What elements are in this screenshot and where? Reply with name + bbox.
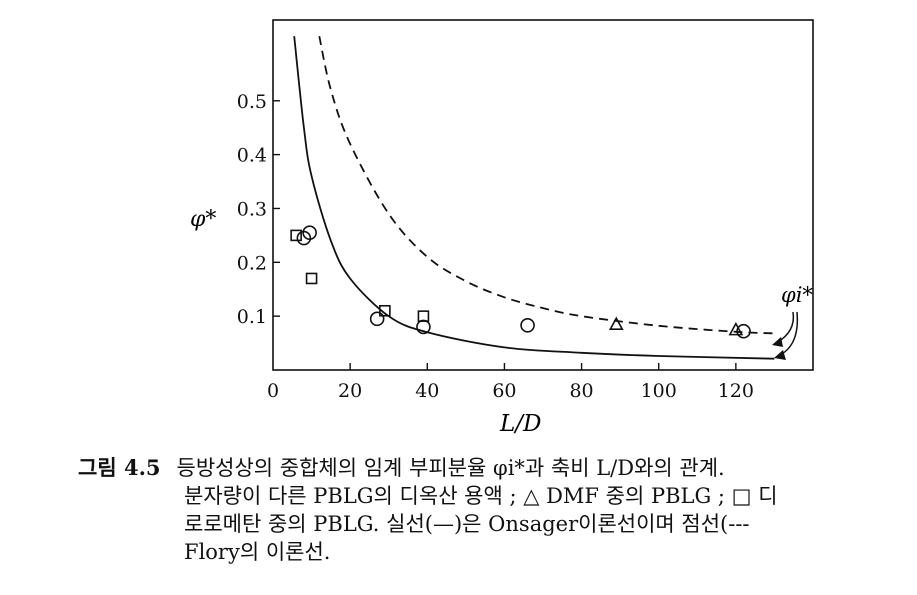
triangle-marker [728,321,744,336]
square-marker [379,304,391,317]
triangle-marker [608,316,624,331]
x-tick-label: 0 [267,380,279,402]
x-axis-label: L/D [499,411,541,437]
caption-line-2: 분자량이 다른 PBLG의 디옥산 용액 ; △ DMF 중의 PBLG ; □… [184,484,778,508]
square-marker [305,272,318,285]
y-tick-label: 0.2 [237,252,267,274]
y-axis-label: φ* [190,207,216,232]
circle-marker [416,319,431,335]
caption-text-1: 등방성상의 중합체의 임계 부피분율 φi*과 축비 L/D와의 관계. [176,456,725,480]
x-tick-label: 40 [415,380,439,402]
x-tick-label: 60 [492,380,516,402]
circle-marker [520,318,535,333]
x-tick-label: 80 [569,380,593,402]
arrowhead-dashed [772,337,783,347]
arrow-to-dashed-curve [775,311,795,344]
annotation-arrows [772,311,799,360]
caption-line-3: 로로메탄 중의 PBLG. 실선(—)은 Onsager이론선이며 점선(--- [184,512,750,536]
arrowhead-solid [774,350,786,360]
x-tick-label: 20 [338,380,362,402]
theory-curves [293,36,775,360]
circle-marker [736,323,751,339]
y-tick-label: 0.4 [237,145,267,167]
data-markers [290,225,751,339]
square-marker [290,229,302,242]
phi-i-annotation: φi* [781,283,813,307]
figure-caption: 그림 4.5 등방성상의 중합체의 임계 부피분율 φi*과 축비 L/D와의 관… [78,454,917,566]
caption-label: 그림 4.5 [78,455,161,480]
axis-ticks: 0 20 40 60 80 100 120 0.1 0.2 0.3 0.4 0.5 [237,91,754,402]
y-tick-label: 0.3 [237,198,267,220]
y-tick-label: 0.5 [237,91,267,113]
circle-marker [369,311,385,327]
onsager-theory-curve [293,36,775,360]
figure: 0 20 40 60 80 100 120 0.1 0.2 0.3 0.4 0.5 φ* L/D φi… [190,19,814,437]
flory-theory-curve [318,36,775,335]
x-tick-label: 100 [641,380,677,402]
caption-line-1: 그림 4.5 등방성상의 중합체의 임계 부피분율 φi*과 축비 L/D와의 관… [78,454,917,482]
y-tick-label: 0.1 [237,306,267,328]
plot-frame [272,19,814,371]
x-tick-label: 120 [718,380,754,402]
circle-marker [302,225,317,240]
caption-line-4: Flory의 이론선. [184,540,331,564]
